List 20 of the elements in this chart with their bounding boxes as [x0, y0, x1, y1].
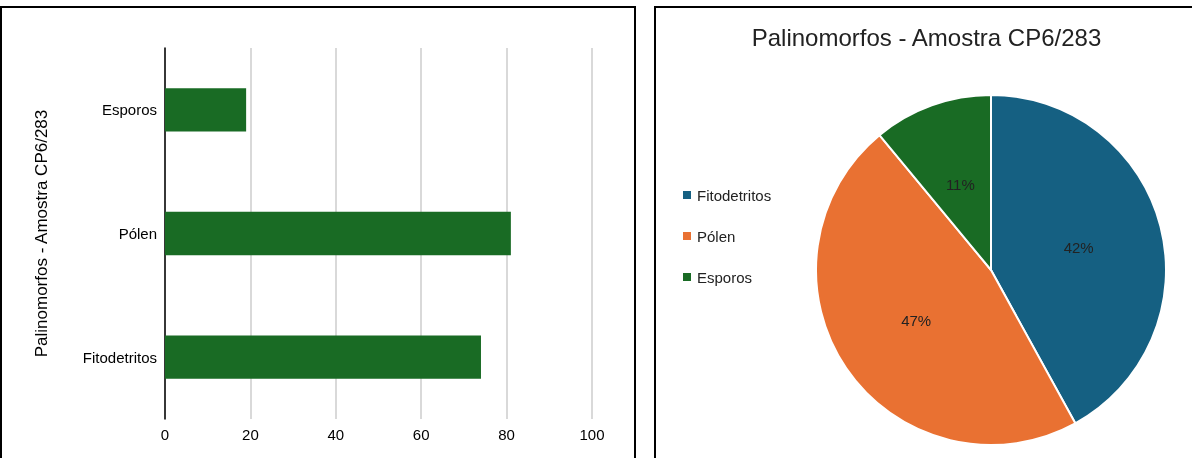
x-tick-label: 0 — [160, 426, 170, 443]
bar — [165, 211, 511, 256]
x-tick-label: 60 — [412, 426, 430, 443]
data-label: 47% — [901, 312, 932, 330]
data-label: 42% — [1063, 238, 1094, 256]
bar — [165, 335, 481, 379]
x-tick-label: 40 — [327, 426, 345, 443]
legend-label: Pólen — [697, 227, 736, 245]
data-label: 11% — [945, 176, 975, 194]
x-tick-label: 80 — [498, 426, 515, 443]
y-axis-title: Palinomorfos - Amostra CP6/283 — [32, 109, 51, 358]
legend-label: Fitodetritos — [697, 186, 772, 204]
y-tick-label: Fitodetritos — [82, 348, 157, 366]
y-tick-label: Esporos — [101, 101, 157, 119]
bar — [165, 88, 247, 132]
chart-title: Palinomorfos - Amostra CP6/283 — [751, 23, 1102, 51]
x-tick-label: 100 — [579, 426, 605, 443]
y-tick-label: Pólen — [118, 225, 157, 242]
x-tick-label: 20 — [242, 426, 259, 443]
legend-label: Esporos — [697, 268, 753, 286]
